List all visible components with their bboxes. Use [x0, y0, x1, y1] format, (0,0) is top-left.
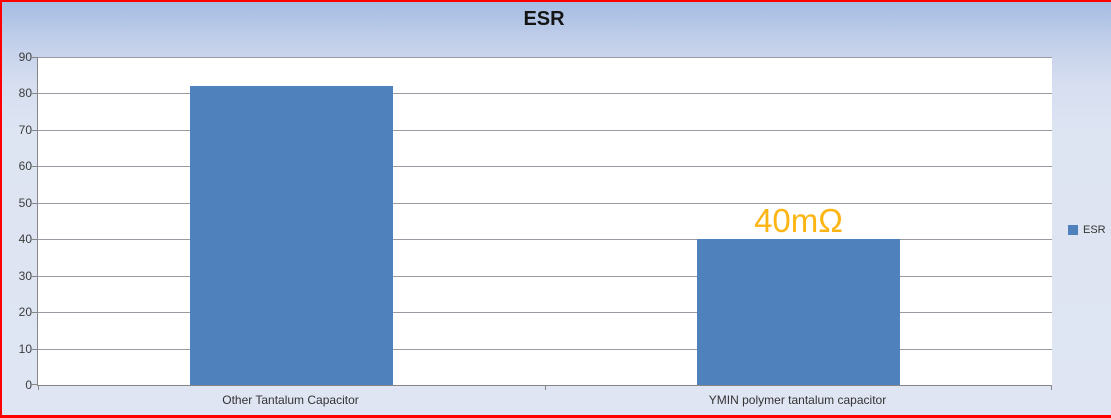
y-axis-label: 0: [25, 378, 32, 392]
y-axis-label: 20: [18, 305, 32, 320]
y-axis-label: 50: [18, 195, 32, 210]
y-axis-tick: [32, 93, 38, 95]
legend-label: ESR: [1083, 224, 1106, 236]
gridline: [38, 275, 1052, 277]
gridline: [38, 93, 1052, 95]
y-axis-tick: [32, 312, 38, 314]
chart-title: ESR: [523, 8, 565, 30]
y-axis-tick: [32, 348, 38, 350]
y-axis-tick: [32, 202, 38, 204]
bar-value-annotation: 40mΩ: [754, 202, 843, 240]
y-axis-label: 90: [18, 50, 32, 64]
legend[interactable]: ESR: [1068, 224, 1106, 236]
gridline: [38, 166, 1052, 168]
x-axis-tick: [545, 385, 546, 390]
gridline: [38, 312, 1052, 314]
y-axis-label: 30: [18, 268, 32, 283]
bar-other-tantalum[interactable]: [190, 86, 393, 385]
gridline: [38, 239, 1052, 241]
legend-swatch-icon: [1068, 225, 1078, 235]
x-axis-tick: [38, 385, 39, 390]
y-axis-label: 60: [18, 159, 32, 174]
gridline: [38, 129, 1052, 131]
category-label: YMIN polymer tantalum capacitor: [708, 393, 887, 407]
plot-area: 40mΩ: [32, 57, 1052, 390]
category-label: Other Tantalum Capacitor: [222, 393, 359, 407]
y-axis-tick: [32, 384, 38, 385]
y-axis-label: 70: [18, 122, 32, 137]
gridline: [38, 202, 1052, 204]
bar-ymin-polymer[interactable]: [697, 239, 900, 385]
x-axis-tick: [1051, 385, 1052, 390]
y-axis-tick: [32, 275, 38, 277]
y-axis-tick: [32, 239, 38, 241]
y-axis-tick: [32, 166, 38, 168]
y-axis-label: 80: [18, 86, 32, 101]
y-axis-tick: [32, 129, 38, 131]
gridline: [38, 57, 1052, 58]
y-axis-label: 40: [18, 232, 32, 247]
y-axis-label: 10: [18, 341, 32, 356]
y-axis-tick: [32, 57, 38, 58]
gridline: [38, 348, 1052, 350]
